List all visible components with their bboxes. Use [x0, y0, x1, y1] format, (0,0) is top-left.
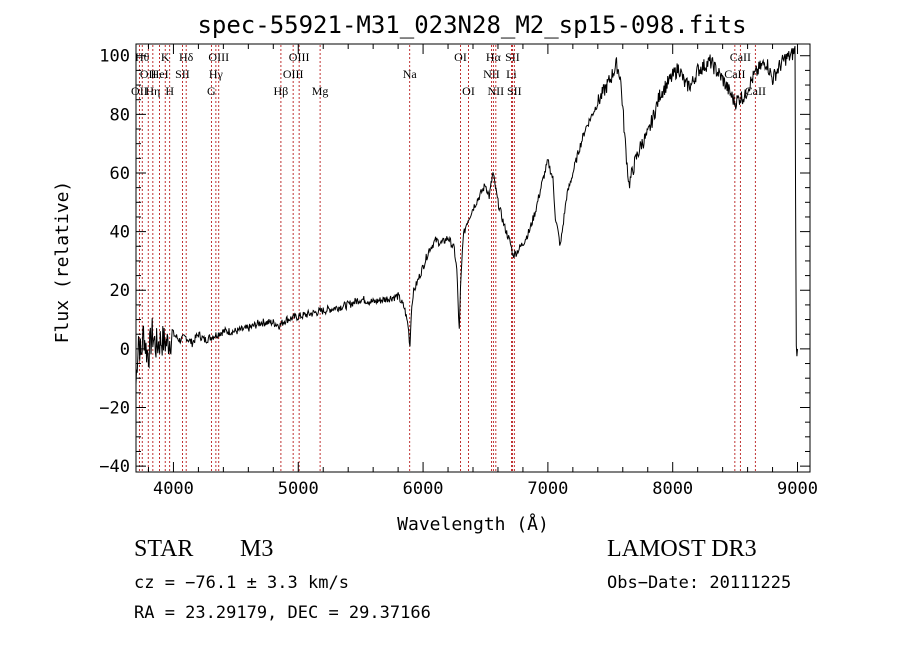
- line-marker-label: H: [165, 84, 174, 98]
- y-tick-label: 40: [110, 223, 130, 243]
- y-tick-label: 60: [110, 164, 130, 184]
- x-tick-label: 5000: [278, 479, 319, 499]
- line-marker-label: HeI: [151, 67, 169, 81]
- line-marker-label: Mg: [312, 84, 329, 98]
- line-marker-label: OIII: [208, 50, 229, 64]
- spectrum-line: [135, 45, 798, 385]
- y-tick-label: −20: [99, 399, 130, 419]
- y-axis-label: Flux (relative): [52, 181, 73, 344]
- line-marker-label: OIII: [283, 67, 304, 81]
- line-marker-label: Hδ: [179, 50, 194, 64]
- chart-title: spec-55921-M31_023N28_M2_sp15-098.fits: [197, 11, 746, 39]
- coords-label: RA = 23.29179, DEC = 29.37166: [134, 603, 431, 623]
- line-marker-label: K: [161, 50, 170, 64]
- x-tick-label: 8000: [652, 479, 693, 499]
- y-tick-label: 0: [120, 340, 130, 360]
- x-axis-label: Wavelength (Å): [397, 513, 549, 535]
- line-marker-label: Hβ: [274, 84, 289, 98]
- line-marker-label: Hθ: [135, 50, 150, 64]
- spectrum-series: [135, 45, 798, 385]
- line-marker-label: OI: [462, 84, 475, 98]
- object-class-label: STAR: [134, 536, 194, 562]
- emission-line-markers: HθOIIOIIHηHeIKHSIIHδGHγOIIIHβOIIIOIIIMgN…: [131, 45, 766, 471]
- subclass-label: M3: [240, 536, 274, 562]
- y-tick-label: 100: [99, 47, 130, 67]
- cz-label: cz = −76.1 ± 3.3 km/s: [134, 573, 349, 593]
- line-marker-label: NII: [488, 84, 505, 98]
- x-tick-label: 9000: [777, 479, 818, 499]
- line-marker-label: SII: [507, 84, 522, 98]
- line-marker-label: G: [207, 84, 216, 98]
- line-marker-label: OI: [454, 50, 467, 64]
- line-marker-label: Hη: [145, 84, 160, 98]
- line-marker-label: SII: [505, 50, 520, 64]
- line-marker-label: Hα: [486, 50, 502, 64]
- y-tick-label: 20: [110, 281, 130, 301]
- line-marker-label: OIII: [289, 50, 310, 64]
- y-tick-label: −40: [99, 457, 130, 477]
- line-marker-label: Hγ: [209, 67, 224, 81]
- line-marker-label: OII: [131, 84, 148, 98]
- survey-label: LAMOST DR3: [607, 536, 757, 562]
- line-marker-label: CaII: [724, 67, 745, 81]
- line-marker-label: NII: [483, 67, 500, 81]
- line-marker-label: CaII: [730, 50, 751, 64]
- line-marker-label: OII: [140, 67, 157, 81]
- axes: 4000 5000 6000 7000 8000 9000 −40 −20 0 20 40 60 80 1…: [99, 44, 818, 499]
- line-marker-label: Li: [506, 67, 517, 81]
- x-tick-label: 7000: [527, 479, 568, 499]
- y-tick-label: 80: [110, 105, 130, 125]
- x-tick-label: 6000: [403, 479, 444, 499]
- plot-frame: [135, 43, 811, 473]
- x-tick-label: 4000: [153, 479, 194, 499]
- line-marker-label: Na: [403, 67, 418, 81]
- line-marker-label: SII: [175, 67, 190, 81]
- obs-date-label: Obs−Date: 20111225: [607, 573, 792, 593]
